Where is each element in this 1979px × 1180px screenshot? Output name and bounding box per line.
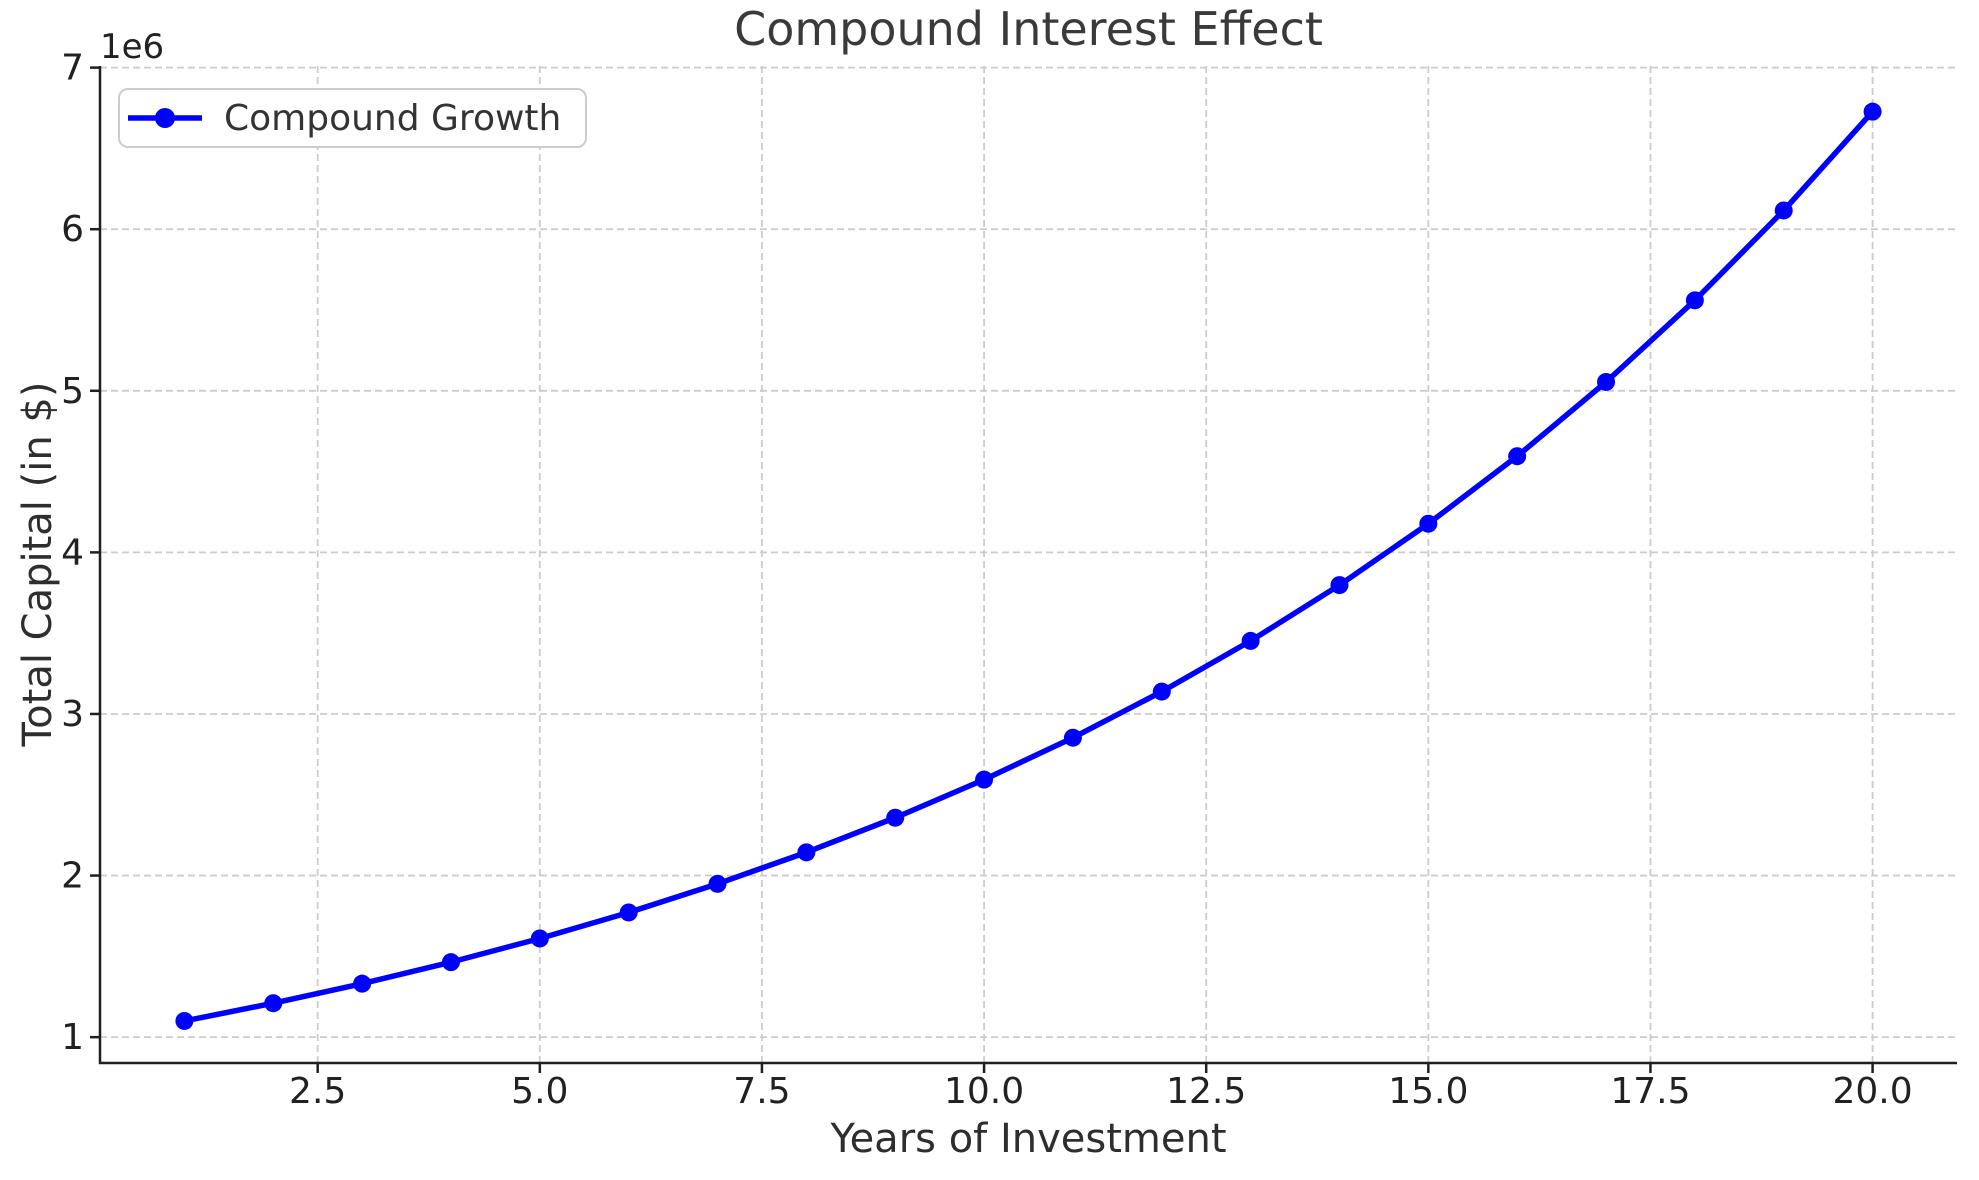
data-point — [353, 974, 372, 993]
x-tick-label: 15.0 — [1388, 1071, 1468, 1112]
y-tick-labels: 1 2 3 4 5 6 7 — [61, 48, 84, 1059]
data-points — [175, 102, 1882, 1030]
data-point — [619, 903, 638, 922]
data-point — [708, 874, 727, 893]
y-tick-label: 3 — [61, 694, 84, 735]
data-point — [797, 843, 816, 862]
x-tick-label: 20.0 — [1833, 1071, 1913, 1112]
data-point — [1597, 372, 1616, 391]
data-point — [1063, 728, 1082, 747]
y-tick-label: 6 — [61, 209, 84, 250]
data-point — [1774, 201, 1793, 220]
y-tick-label: 4 — [61, 532, 84, 573]
data-point — [530, 929, 549, 948]
x-tick-label: 2.5 — [289, 1071, 346, 1112]
legend-line-marker-icon — [128, 108, 202, 128]
legend-label: Compound Growth — [224, 97, 562, 139]
y-tick-label: 5 — [61, 371, 84, 412]
data-point — [441, 953, 460, 972]
axis-spines — [98, 66, 1957, 1065]
legend: Compound Growth — [118, 88, 588, 148]
data-point — [886, 808, 905, 827]
y-tick-label: 1 — [61, 1017, 84, 1058]
data-point — [1241, 631, 1260, 650]
data-point — [1508, 447, 1527, 466]
data-point — [1863, 102, 1882, 121]
axis-ticks — [90, 66, 1874, 1073]
data-point — [1152, 682, 1171, 701]
x-tick-label: 10.0 — [944, 1071, 1024, 1112]
gridlines — [100, 66, 1957, 1063]
data-point — [1330, 576, 1349, 595]
data-point — [1685, 291, 1704, 310]
x-tick-label: 12.5 — [1166, 1071, 1246, 1112]
y-axis-offset-label: 1e6 — [100, 27, 165, 67]
x-axis-label: Years of Investment — [830, 1116, 1227, 1162]
x-tick-labels: 2.5 5.0 7.5 10.0 12.5 15.0 17.5 20.0 — [289, 1071, 1913, 1112]
data-point — [175, 1011, 194, 1030]
data-point — [975, 770, 994, 789]
x-tick-label: 7.5 — [733, 1071, 790, 1112]
y-tick-label: 7 — [61, 48, 84, 89]
y-tick-label: 2 — [61, 856, 84, 897]
data-point — [264, 994, 283, 1013]
data-point — [1419, 514, 1438, 533]
data-line — [181, 108, 1876, 1024]
x-tick-label: 5.0 — [511, 1071, 568, 1112]
x-tick-label: 17.5 — [1610, 1071, 1690, 1112]
chart-title: Compound Interest Effect — [734, 2, 1323, 56]
